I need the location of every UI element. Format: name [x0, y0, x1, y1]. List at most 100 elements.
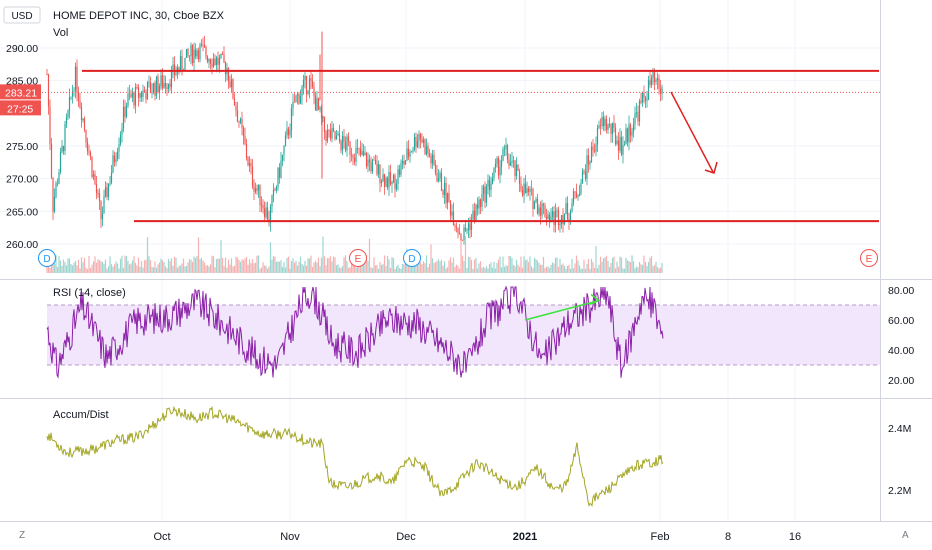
- price-pane[interactable]: [0, 31, 880, 273]
- volume-bar: [349, 267, 351, 273]
- candle-body: [580, 182, 582, 194]
- volume-bar: [493, 261, 495, 273]
- candle-body: [316, 98, 318, 111]
- candle-body: [83, 118, 86, 130]
- volume-bar: [92, 261, 95, 273]
- volume-bar: [277, 261, 279, 273]
- volume-bar: [67, 258, 69, 273]
- earnings-marker[interactable]: [860, 249, 878, 267]
- volume-bar: [517, 264, 519, 273]
- dividend-marker[interactable]: [38, 249, 56, 267]
- candle-body: [637, 112, 639, 122]
- volume-bar: [635, 266, 638, 273]
- accum-dist-axis[interactable]: 2.4M 2.2M: [888, 423, 911, 497]
- rsi-tick-label: 20.00: [888, 375, 914, 387]
- volume-bar: [515, 259, 518, 273]
- volume-bar: [454, 266, 456, 273]
- volume-bar: [73, 262, 75, 273]
- volume-bar: [659, 267, 662, 273]
- volume-bar: [505, 265, 507, 273]
- candle-body: [119, 134, 122, 145]
- candle-body: [89, 152, 92, 157]
- candle-body: [355, 148, 357, 162]
- volume-bar: [469, 256, 471, 273]
- candle-body: [524, 183, 527, 194]
- candle-body: [208, 59, 210, 62]
- volume-bar: [137, 257, 140, 273]
- auto-scale-button[interactable]: A: [902, 530, 909, 541]
- volume-bar: [358, 263, 360, 273]
- candle-body: [502, 149, 504, 161]
- dividend-marker[interactable]: [403, 249, 421, 267]
- candle-body: [161, 75, 164, 89]
- candle-body: [610, 123, 612, 135]
- candle-body: [553, 211, 555, 225]
- volume-bar: [353, 260, 356, 273]
- zoom-button[interactable]: Z: [19, 530, 25, 541]
- volume-bar: [280, 260, 282, 273]
- volume-bar: [142, 267, 144, 273]
- volume-bar: [271, 259, 273, 273]
- volume-bar: [436, 260, 438, 273]
- rsi-pane[interactable]: RSI (14, close): [46, 285, 880, 379]
- countdown-value: 27:25: [7, 103, 33, 115]
- candle-body: [235, 105, 237, 111]
- candle-body: [431, 154, 434, 164]
- candle-body: [133, 92, 135, 106]
- volume-bar: [97, 259, 99, 273]
- volume-bar: [485, 266, 488, 273]
- time-tick-label: 8: [725, 531, 731, 543]
- volume-bar: [587, 258, 590, 273]
- volume-bar: [433, 262, 435, 273]
- volume-bar: [296, 265, 299, 273]
- accum-dist-pane[interactable]: Accum/Dist: [46, 405, 664, 507]
- candle-body: [283, 146, 285, 155]
- volume-bar: [64, 262, 66, 273]
- candle-body: [652, 71, 654, 78]
- volume-bar: [443, 261, 446, 273]
- volume-bar: [85, 267, 87, 273]
- volume-bar: [362, 258, 365, 273]
- volume-bar: [256, 255, 258, 273]
- candle-body: [611, 122, 614, 135]
- volume-bar: [205, 265, 207, 273]
- down-arrow-drawing[interactable]: [670, 91, 718, 174]
- volume-bar: [530, 266, 533, 273]
- rsi-axis[interactable]: 80.00 60.00 40.00 20.00: [888, 285, 914, 387]
- volume-bar: [610, 262, 612, 273]
- candle-body: [148, 82, 150, 84]
- volume-bar: [581, 268, 584, 273]
- candle-body: [416, 141, 419, 147]
- rsi-trendline-head: [589, 293, 601, 306]
- volume-bar: [413, 264, 416, 273]
- candle-body: [626, 128, 629, 143]
- candle-body: [653, 71, 656, 82]
- candle-body: [346, 136, 348, 151]
- candle-body: [571, 202, 573, 212]
- candle-body: [223, 54, 225, 63]
- candle-body: [602, 116, 605, 127]
- volume-bar: [437, 259, 440, 273]
- candle-body: [487, 179, 489, 187]
- candle-body: [641, 92, 644, 103]
- countdown-tag-bg: [0, 100, 41, 116]
- currency-box[interactable]: [3, 6, 41, 24]
- volume-bar: [575, 255, 578, 273]
- volume-bar: [322, 236, 324, 273]
- volume-bar: [254, 262, 257, 273]
- candle-body: [389, 172, 392, 185]
- volume-bar: [304, 260, 306, 273]
- volume-bar: [538, 262, 540, 273]
- time-axis[interactable]: Oct Nov Dec 2021 Feb 8 16: [153, 531, 801, 543]
- candle-body: [244, 136, 246, 144]
- candle-body: [428, 154, 431, 157]
- candle-body: [353, 158, 356, 162]
- volume-bar: [91, 264, 93, 273]
- rsi-trendline-arrow[interactable]: [524, 293, 601, 321]
- volume-bar: [347, 267, 350, 273]
- earnings-marker[interactable]: [349, 249, 367, 267]
- candle-body: [292, 101, 294, 109]
